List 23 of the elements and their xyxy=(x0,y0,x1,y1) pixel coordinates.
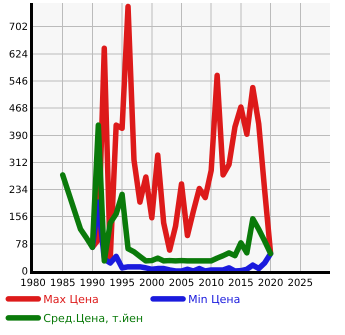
x-tick-label: 2005 xyxy=(168,278,194,289)
x-tick-label: 1985 xyxy=(50,278,76,289)
legend-label: Min Цена xyxy=(188,293,240,306)
y-tick-label: 312 xyxy=(8,158,28,169)
y-tick-label: 0 xyxy=(22,266,28,278)
y-tick-label: 234 xyxy=(8,185,28,196)
x-tick-label: 2010 xyxy=(198,278,224,289)
x-tick-label: 1980 xyxy=(20,278,46,289)
y-tick-label: 624 xyxy=(8,49,28,60)
y-tick-label: 78 xyxy=(15,239,28,250)
legend-label: Max Цена xyxy=(43,293,99,306)
x-tick-label: 2025 xyxy=(288,278,314,289)
legend-label: Сред.Цена, т.йен xyxy=(43,312,144,326)
y-tick-label: 702 xyxy=(8,22,28,34)
x-tick-label: 2000 xyxy=(139,278,165,289)
x-tick-label: 2020 xyxy=(258,278,284,289)
y-tick-label: 156 xyxy=(8,212,28,224)
x-tick-label: 1990 xyxy=(80,278,106,289)
y-tick-label: 468 xyxy=(8,104,28,115)
x-tick-label: 2015 xyxy=(228,278,254,289)
x-tick-label: 1995 xyxy=(109,278,135,289)
y-tick-label: 546 xyxy=(8,76,28,88)
y-tick-label: 390 xyxy=(8,130,28,142)
